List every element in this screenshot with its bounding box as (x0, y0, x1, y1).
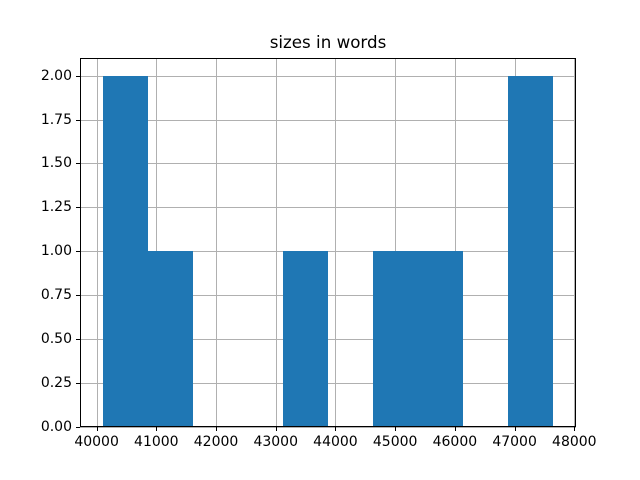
histogram-bar (102, 75, 148, 427)
y-tick-label: 1.75 (40, 111, 72, 128)
x-tick-label: 42000 (193, 434, 239, 450)
histogram-bar (282, 251, 328, 427)
x-gridline (156, 58, 158, 427)
histogram-bar (373, 251, 419, 427)
x-tick-mark (395, 427, 397, 431)
x-gridline (96, 58, 98, 427)
bars-layer (80, 58, 576, 427)
x-tick-label: 44000 (313, 434, 358, 450)
x-tick-label: 41000 (134, 434, 179, 450)
histogram-bar (508, 75, 554, 427)
y-gridline (80, 119, 576, 121)
x-tick-mark (514, 427, 516, 431)
x-tick-mark (454, 427, 456, 431)
x-gridline (216, 58, 218, 427)
y-gridline (80, 207, 576, 209)
x-tick-label: 48000 (552, 434, 597, 450)
x-tick-label: 46000 (432, 434, 478, 450)
y-tick-mark (76, 75, 80, 77)
y-gridline (80, 295, 576, 297)
histogram-bar (147, 251, 193, 427)
y-tick-mark (76, 207, 80, 209)
y-tick-mark (76, 383, 80, 385)
x-gridline (454, 58, 456, 427)
x-gridline (574, 58, 576, 427)
y-tick-label: 0.75 (40, 287, 72, 304)
x-tick-label: 45000 (372, 434, 418, 450)
y-tick-label: 1.00 (40, 243, 72, 260)
y-tick-label: 0.00 (40, 419, 72, 435)
y-tick-label: 1.50 (40, 155, 72, 172)
y-gridline (80, 427, 576, 428)
x-tick-mark (96, 427, 98, 431)
x-tick-mark (335, 427, 337, 431)
y-tick-mark (76, 295, 80, 297)
y-tick-label: 0.25 (40, 375, 72, 392)
x-gridline (395, 58, 397, 427)
y-tick-mark (76, 339, 80, 341)
y-tick-label: 0.50 (40, 331, 72, 348)
x-tick-mark (275, 427, 277, 431)
x-tick-mark (574, 427, 576, 431)
x-tick-label: 43000 (253, 434, 299, 450)
x-tick-label: 40000 (74, 434, 119, 450)
y-gridline (80, 383, 576, 385)
y-gridline (80, 75, 576, 77)
y-tick-mark (76, 119, 80, 121)
y-tick-label: 2.00 (40, 67, 72, 84)
y-tick-mark (76, 251, 80, 253)
histogram-bar (418, 251, 464, 427)
y-tick-label: 1.25 (40, 199, 72, 216)
chart-title: sizes in words (269, 32, 387, 52)
x-tick-label: 47000 (492, 434, 537, 450)
x-tick-mark (156, 427, 158, 431)
y-tick-mark (76, 427, 80, 428)
y-tick-mark (76, 163, 80, 165)
x-gridline (335, 58, 337, 427)
y-gridline (80, 339, 576, 341)
x-tick-mark (216, 427, 218, 431)
y-gridline (80, 163, 576, 165)
y-gridline (80, 251, 576, 253)
plot-area (80, 58, 576, 428)
x-gridline (275, 58, 277, 427)
